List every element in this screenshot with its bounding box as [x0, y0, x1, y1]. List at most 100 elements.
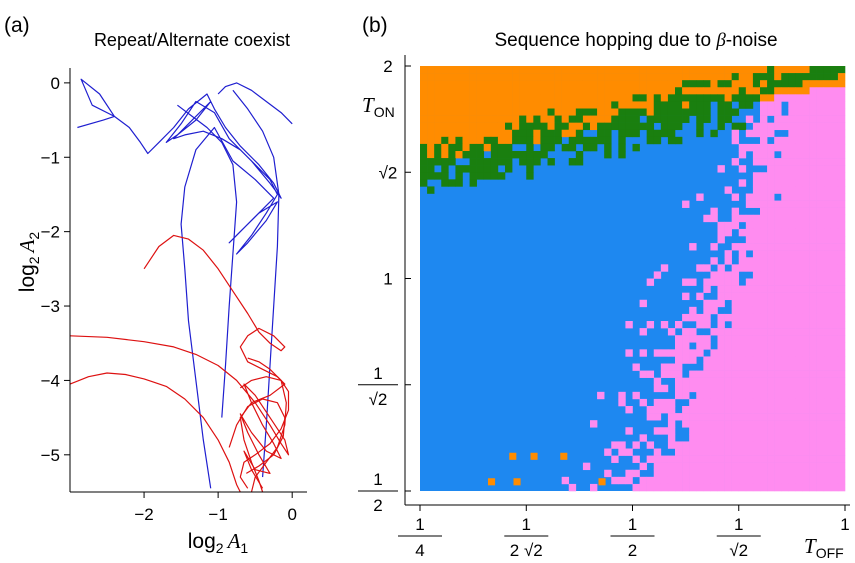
heatmap-cell [653, 469, 662, 478]
heatmap-cell [731, 377, 740, 386]
heatmap-cell [533, 94, 541, 102]
heatmap-cell [774, 66, 782, 74]
heatmap-cell [667, 94, 676, 102]
heatmap-cell [462, 143, 470, 152]
heatmap-cell [752, 306, 761, 315]
chart-b-xtick-label: 1 [840, 515, 849, 534]
heatmap-cell [788, 349, 796, 357]
heatmap-cell [745, 462, 754, 471]
heatmap-cell [682, 448, 690, 456]
heatmap-cell [448, 122, 456, 131]
heatmap-cell [717, 427, 725, 435]
heatmap-cell [731, 264, 740, 272]
heatmap-cell [724, 285, 732, 293]
heatmap-cell [710, 413, 718, 421]
heatmap-cell [837, 158, 846, 166]
heatmap-cell [752, 398, 761, 407]
heatmap-cell [462, 101, 470, 109]
heatmap-cell [689, 328, 697, 336]
heatmap-cell [689, 87, 697, 95]
heatmap-cell [745, 87, 754, 95]
heatmap-cell [455, 101, 463, 109]
heatmap-cell [597, 94, 605, 102]
heatmap-cell [837, 236, 846, 244]
heatmap-cell [434, 143, 442, 152]
heatmap-cell [788, 285, 796, 293]
heatmap-cell [689, 483, 697, 492]
heatmap-cell [830, 200, 839, 208]
heatmap-cell [823, 129, 832, 138]
heatmap-cell [427, 80, 435, 88]
heatmap-cell [420, 73, 428, 81]
heatmap-cell [795, 193, 803, 201]
heatmap-cell [809, 136, 817, 145]
heatmap-cell [767, 427, 775, 435]
heatmap-cell [554, 108, 562, 116]
heatmap-cell [625, 101, 633, 109]
heatmap-cell [505, 66, 513, 74]
heatmap-cell [774, 80, 782, 88]
heatmap-cell [540, 122, 548, 131]
heatmap-cell [667, 398, 676, 407]
heatmap-cell [781, 306, 789, 315]
heatmap-cell [505, 73, 513, 81]
heatmap-cell [483, 101, 492, 109]
heatmap-cell [795, 483, 803, 492]
heatmap-cell [526, 73, 534, 81]
heatmap-cell [611, 108, 619, 116]
heatmap-cell [689, 101, 697, 109]
heatmap-cell [696, 469, 704, 478]
heatmap-cell [519, 108, 527, 116]
heatmap-cell [830, 462, 839, 471]
heatmap-cell [646, 115, 655, 123]
heatmap-cell [717, 455, 725, 463]
heatmap-cell [816, 271, 825, 279]
heatmap-cell [667, 462, 676, 471]
chart-a: Repeat/Alternate coexist −2 −1 00−1−2−3−4−… [15, 30, 307, 556]
heatmap-cell [745, 384, 754, 393]
heatmap-cell [462, 115, 470, 123]
heatmap-cell [533, 158, 541, 166]
heatmap-cell [752, 434, 761, 442]
heatmap-cell [448, 108, 456, 116]
chart-b-xtick-num: 1 [415, 515, 424, 534]
heatmap-cell [427, 87, 435, 95]
heatmap-cell [823, 356, 832, 364]
heatmap-cell [816, 94, 825, 102]
heatmap-cell [823, 292, 832, 301]
heatmap-cell [781, 441, 789, 449]
heatmap-cell [533, 108, 541, 116]
heatmap-cell [618, 80, 626, 88]
heatmap-cell [675, 349, 683, 357]
heatmap-cell [781, 193, 789, 201]
heatmap-cell [554, 122, 562, 131]
heatmap-cell [788, 73, 796, 81]
heatmap-cell [767, 356, 775, 364]
heatmap-cell [823, 448, 832, 456]
heatmap-cell [710, 377, 718, 386]
heatmap-cell [781, 349, 789, 357]
heatmap-cell [788, 80, 796, 88]
heatmap-cell [547, 94, 555, 102]
heatmap-cell [823, 306, 832, 315]
heatmap-cell [767, 455, 775, 463]
heatmap-cell [420, 80, 428, 88]
heatmap-cell [767, 214, 775, 223]
heatmap-cell [823, 165, 832, 173]
heatmap-cell [731, 73, 740, 81]
heatmap-cell [767, 186, 775, 194]
heatmap-cell [597, 129, 605, 138]
heatmap-cell [809, 186, 817, 194]
heatmap-cell [795, 186, 803, 194]
heatmap-cell [809, 101, 817, 109]
heatmap-cell [781, 462, 789, 471]
heatmap-cell [490, 87, 499, 95]
heatmap-cell [582, 94, 591, 102]
heatmap-cell [745, 80, 754, 88]
heatmap-cell [767, 342, 775, 350]
heatmap-cell [696, 483, 704, 492]
heatmap-cell [710, 370, 718, 378]
heatmap-cell [795, 143, 803, 152]
heatmap-cell [682, 384, 690, 393]
heatmap-cell [830, 434, 839, 442]
